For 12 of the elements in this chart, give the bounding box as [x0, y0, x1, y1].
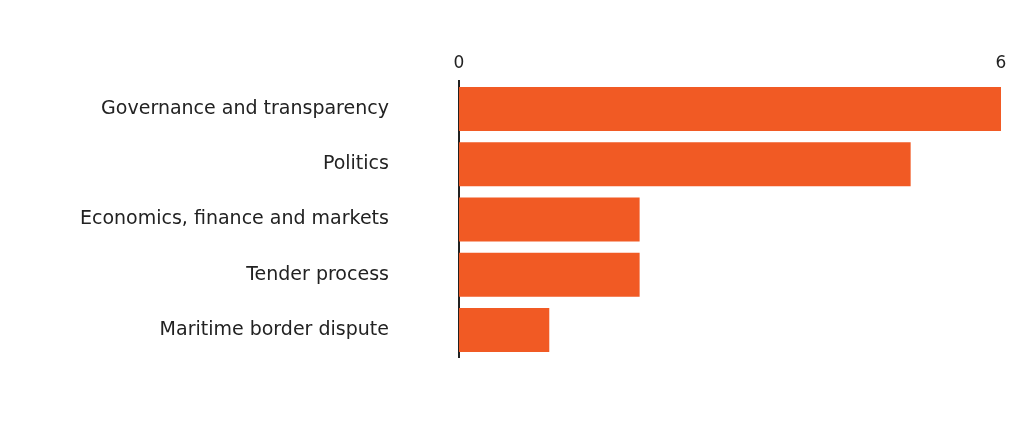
bar [458, 307, 550, 353]
y-tick-label: Economics, finance and markets [80, 206, 389, 229]
y-tick-label: Tender process [245, 261, 389, 284]
y-tick-label: Governance and transparency [101, 95, 389, 118]
bar [458, 86, 1001, 132]
x-tick-label: 0 [453, 51, 465, 72]
bar [458, 142, 911, 187]
x-tick-label: 6 [995, 51, 1007, 72]
bar [458, 197, 640, 242]
y-tick-label: Maritime border dispute [159, 316, 389, 339]
bar [458, 252, 640, 297]
y-tick-label: Politics [322, 151, 389, 174]
